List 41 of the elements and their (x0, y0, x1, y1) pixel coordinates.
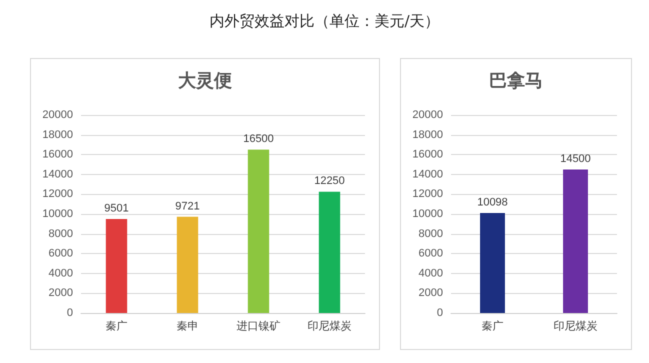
y-tick-label: 16000 (42, 148, 73, 161)
y-tick-label: 6000 (48, 248, 73, 260)
y-tick-label: 16000 (412, 148, 443, 161)
y-tick-label: 0 (66, 307, 73, 319)
y-tick-label: 10000 (412, 208, 443, 220)
y-tick-label: 2000 (48, 287, 73, 300)
y-tick-label: 2000 (418, 287, 443, 300)
data-label: 10098 (477, 196, 508, 209)
data-label: 12250 (314, 175, 345, 188)
y-tick-label: 20000 (42, 109, 73, 121)
bar (248, 150, 270, 313)
x-tick-label: 秦广 (482, 320, 504, 332)
y-tick-label: 14000 (42, 168, 73, 180)
y-tick-label: 10000 (42, 208, 73, 220)
y-tick-label: 0 (436, 307, 443, 319)
bar (318, 192, 340, 313)
data-label: 14500 (560, 152, 591, 165)
y-tick-label: 4000 (48, 267, 73, 280)
data-label: 9721 (175, 200, 200, 212)
data-label: 9501 (104, 202, 129, 214)
data-label: 16500 (243, 133, 274, 146)
y-tick-label: 4000 (418, 267, 443, 280)
x-tick-label: 秦申 (176, 320, 198, 332)
chart-title: 大灵便 (177, 70, 232, 92)
bar (176, 216, 198, 313)
x-tick-label: 秦广 (106, 320, 128, 332)
x-tick-label: 印尼煤炭 (308, 320, 352, 332)
bar (106, 218, 128, 313)
y-tick-label: 20000 (412, 109, 443, 121)
x-tick-label: 印尼煤炭 (554, 320, 598, 332)
chart-title: 巴拿马 (489, 70, 543, 92)
y-tick-label: 14000 (412, 168, 443, 180)
y-tick-label: 12000 (412, 188, 443, 200)
y-tick-label: 8000 (418, 228, 443, 240)
x-tick-label: 进口镍矿 (236, 320, 280, 332)
y-tick-label: 18000 (42, 128, 73, 141)
text: 内外贸效益对比（单位：美元/天） (208, 12, 441, 31)
y-tick-label: 18000 (412, 128, 443, 141)
y-tick-label: 8000 (48, 228, 73, 240)
y-tick-label: 6000 (418, 248, 443, 260)
y-tick-label: 12000 (42, 188, 73, 200)
